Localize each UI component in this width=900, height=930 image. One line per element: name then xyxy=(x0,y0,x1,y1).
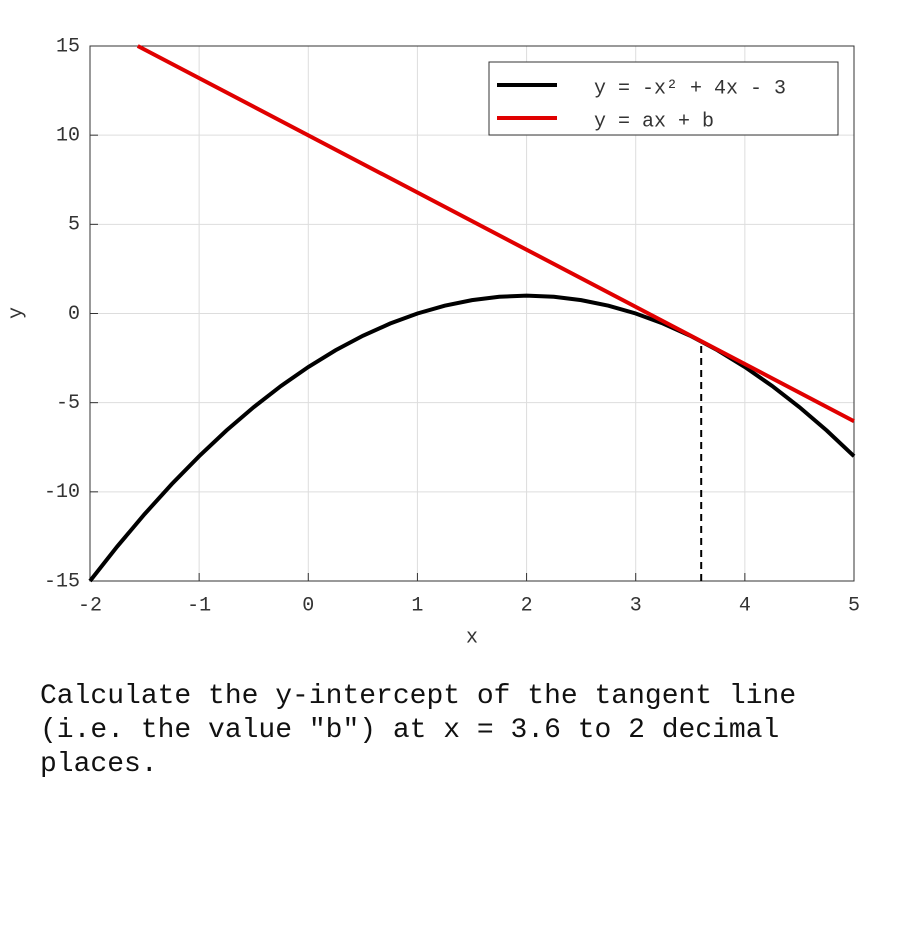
x-tick-label: 2 xyxy=(521,594,533,617)
legend-label: y = ax + b xyxy=(594,110,714,133)
y-axis-label: y xyxy=(5,307,28,319)
x-tick-label: 1 xyxy=(411,594,423,617)
x-tick-label: 5 xyxy=(848,594,860,617)
y-tick-label: 10 xyxy=(56,124,80,147)
x-axis-label: x xyxy=(466,626,478,649)
x-tick-label: 3 xyxy=(630,594,642,617)
series-line xyxy=(88,293,856,583)
legend-box xyxy=(488,61,839,136)
series-line xyxy=(136,44,855,423)
y-tick-label: -15 xyxy=(44,570,80,593)
x-tick-label: 4 xyxy=(739,594,751,617)
x-tick-label: -2 xyxy=(78,594,102,617)
question: Calculate the y-intercept of the tangent… xyxy=(40,681,797,780)
y-tick-label: -10 xyxy=(44,481,80,504)
y-tick-label: 5 xyxy=(68,214,80,237)
x-tick-label: 0 xyxy=(302,594,314,617)
y-tick-label: 0 xyxy=(68,303,80,326)
x-tick-label: -1 xyxy=(187,594,211,617)
y-tick-label: 15 xyxy=(56,35,80,58)
y-tick-label: -5 xyxy=(56,392,80,415)
legend-label: y = -x² + 4x - 3 xyxy=(594,77,786,100)
plot-frame xyxy=(89,45,855,582)
